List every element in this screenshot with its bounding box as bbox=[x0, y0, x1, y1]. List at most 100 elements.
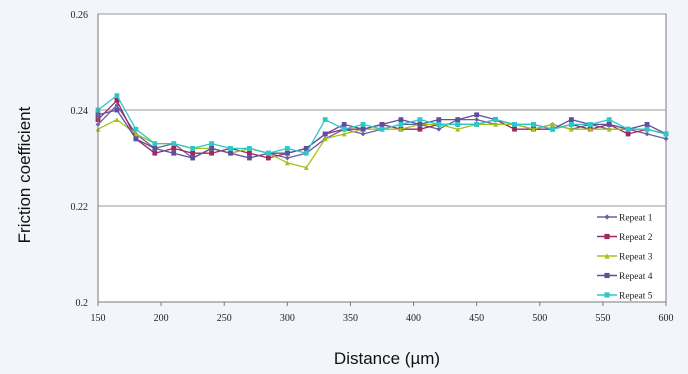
x-tick-label: 300 bbox=[280, 313, 295, 324]
plot-area bbox=[97, 13, 667, 303]
data-point bbox=[587, 126, 593, 132]
y-tick-label: 0.24 bbox=[71, 106, 89, 117]
data-point bbox=[266, 155, 271, 161]
data-point bbox=[663, 131, 669, 137]
x-tick-label: 450 bbox=[469, 313, 484, 324]
x-tick-label: 600 bbox=[659, 313, 674, 324]
data-point bbox=[190, 146, 196, 151]
x-axis-ticks: 150 200 250 300 350 400 450 500 550 600 bbox=[91, 302, 674, 324]
data-point bbox=[398, 117, 404, 122]
data-point bbox=[341, 126, 347, 132]
x-tick-label: 150 bbox=[91, 313, 106, 324]
data-point bbox=[625, 126, 631, 132]
data-point bbox=[152, 141, 158, 146]
data-point bbox=[474, 112, 480, 118]
data-point bbox=[360, 122, 366, 127]
data-point bbox=[284, 150, 290, 156]
y-axis-ticks: 0.2 0.22 0.24 0.26 bbox=[71, 10, 89, 309]
data-point bbox=[360, 126, 366, 132]
data-point bbox=[644, 131, 650, 137]
x-tick-label: 350 bbox=[343, 313, 358, 324]
data-point bbox=[531, 122, 536, 127]
y-axis-label: Friction coefficient bbox=[15, 106, 34, 243]
data-point bbox=[606, 117, 612, 122]
data-point bbox=[493, 122, 498, 127]
data-point bbox=[133, 126, 139, 132]
data-point bbox=[606, 122, 612, 127]
data-point bbox=[606, 126, 612, 132]
data-point bbox=[228, 150, 233, 156]
legend-label: Repeat 4 bbox=[619, 272, 653, 282]
data-point bbox=[436, 117, 442, 122]
legend-label: Repeat 2 bbox=[619, 233, 653, 243]
data-point bbox=[455, 126, 461, 132]
legend-marker bbox=[604, 253, 610, 259]
data-point bbox=[133, 131, 139, 137]
data-point bbox=[322, 117, 328, 122]
data-point bbox=[493, 117, 498, 122]
data-point bbox=[568, 117, 574, 122]
data-point bbox=[474, 117, 480, 122]
legend-marker bbox=[604, 214, 610, 220]
data-point bbox=[284, 160, 290, 166]
data-point bbox=[284, 146, 290, 151]
data-point bbox=[568, 126, 574, 132]
data-point bbox=[152, 150, 158, 156]
data-point bbox=[209, 146, 214, 151]
data-point bbox=[209, 150, 214, 156]
data-point bbox=[417, 117, 423, 122]
data-point bbox=[644, 122, 650, 127]
data-point bbox=[171, 141, 177, 146]
data-point bbox=[512, 126, 517, 132]
data-point bbox=[625, 131, 631, 137]
series-lines bbox=[95, 93, 669, 170]
data-point bbox=[550, 122, 555, 127]
y-tick-label: 0.26 bbox=[71, 10, 89, 21]
x-axis-label: Distance (µm) bbox=[334, 349, 440, 368]
data-point bbox=[644, 126, 650, 132]
data-point bbox=[568, 122, 574, 127]
legend-label: Repeat 1 bbox=[619, 214, 653, 224]
legend-label: Repeat 5 bbox=[619, 292, 653, 302]
data-point bbox=[322, 131, 328, 137]
data-point bbox=[322, 136, 328, 142]
legend-item: Repeat 4 bbox=[597, 272, 653, 282]
data-point bbox=[417, 126, 423, 132]
data-point bbox=[512, 122, 517, 127]
x-tick-label: 550 bbox=[595, 313, 610, 324]
legend-item: Repeat 1 bbox=[597, 214, 653, 224]
data-point bbox=[474, 122, 480, 127]
data-point bbox=[341, 122, 347, 127]
data-point bbox=[663, 136, 669, 142]
legend-marker bbox=[604, 272, 610, 279]
data-point bbox=[171, 146, 177, 151]
legend-item: Repeat 2 bbox=[597, 233, 653, 243]
data-point bbox=[284, 155, 290, 161]
data-point bbox=[587, 122, 593, 127]
data-point bbox=[303, 165, 309, 170]
legend-marker bbox=[604, 233, 610, 240]
legend-item: Repeat 3 bbox=[597, 253, 653, 263]
data-point bbox=[303, 146, 309, 151]
data-point bbox=[436, 122, 442, 127]
data-point bbox=[550, 126, 555, 132]
legend-item: Repeat 5 bbox=[597, 292, 653, 302]
data-point bbox=[531, 126, 536, 132]
data-point bbox=[190, 150, 196, 156]
y-tick-label: 0.2 bbox=[76, 298, 89, 309]
legend-marker bbox=[604, 292, 610, 298]
data-point bbox=[455, 122, 461, 127]
x-tick-label: 500 bbox=[532, 313, 547, 324]
data-point bbox=[341, 131, 347, 137]
x-tick-label: 250 bbox=[217, 313, 232, 324]
legend-label: Repeat 3 bbox=[619, 253, 653, 263]
data-point bbox=[114, 117, 120, 122]
data-point bbox=[114, 93, 120, 98]
data-point bbox=[398, 122, 404, 127]
data-point bbox=[379, 122, 385, 127]
axes bbox=[97, 14, 666, 303]
data-point bbox=[114, 107, 120, 113]
data-point bbox=[247, 150, 252, 156]
data-point bbox=[398, 126, 404, 132]
